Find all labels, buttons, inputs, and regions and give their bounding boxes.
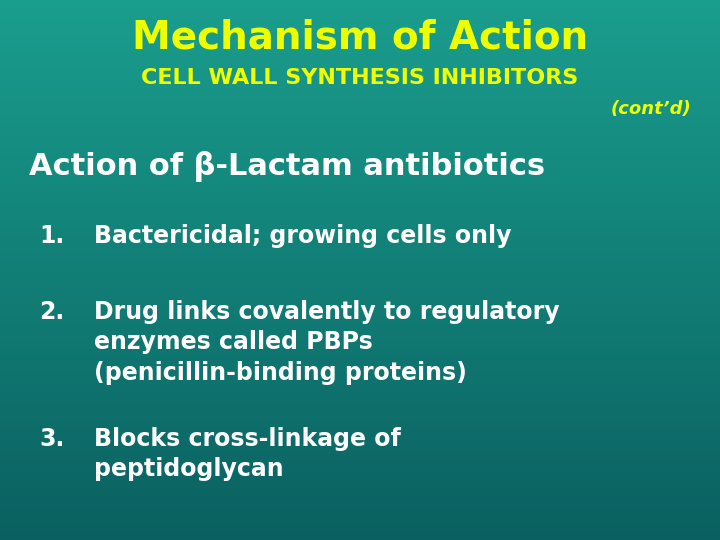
Text: Drug links covalently to regulatory
enzymes called PBPs
(penicillin-binding prot: Drug links covalently to regulatory enzy… <box>94 300 559 385</box>
Text: CELL WALL SYNTHESIS INHIBITORS: CELL WALL SYNTHESIS INHIBITORS <box>141 68 579 87</box>
Text: Blocks cross-linkage of
peptidoglycan: Blocks cross-linkage of peptidoglycan <box>94 427 400 481</box>
Text: (cont’d): (cont’d) <box>611 100 691 118</box>
Text: 3.: 3. <box>40 427 65 450</box>
Text: Bactericidal; growing cells only: Bactericidal; growing cells only <box>94 224 511 248</box>
Text: Action of β-Lactam antibiotics: Action of β-Lactam antibiotics <box>29 151 545 182</box>
Text: Mechanism of Action: Mechanism of Action <box>132 19 588 57</box>
Text: 2.: 2. <box>40 300 65 323</box>
Text: 1.: 1. <box>40 224 65 248</box>
